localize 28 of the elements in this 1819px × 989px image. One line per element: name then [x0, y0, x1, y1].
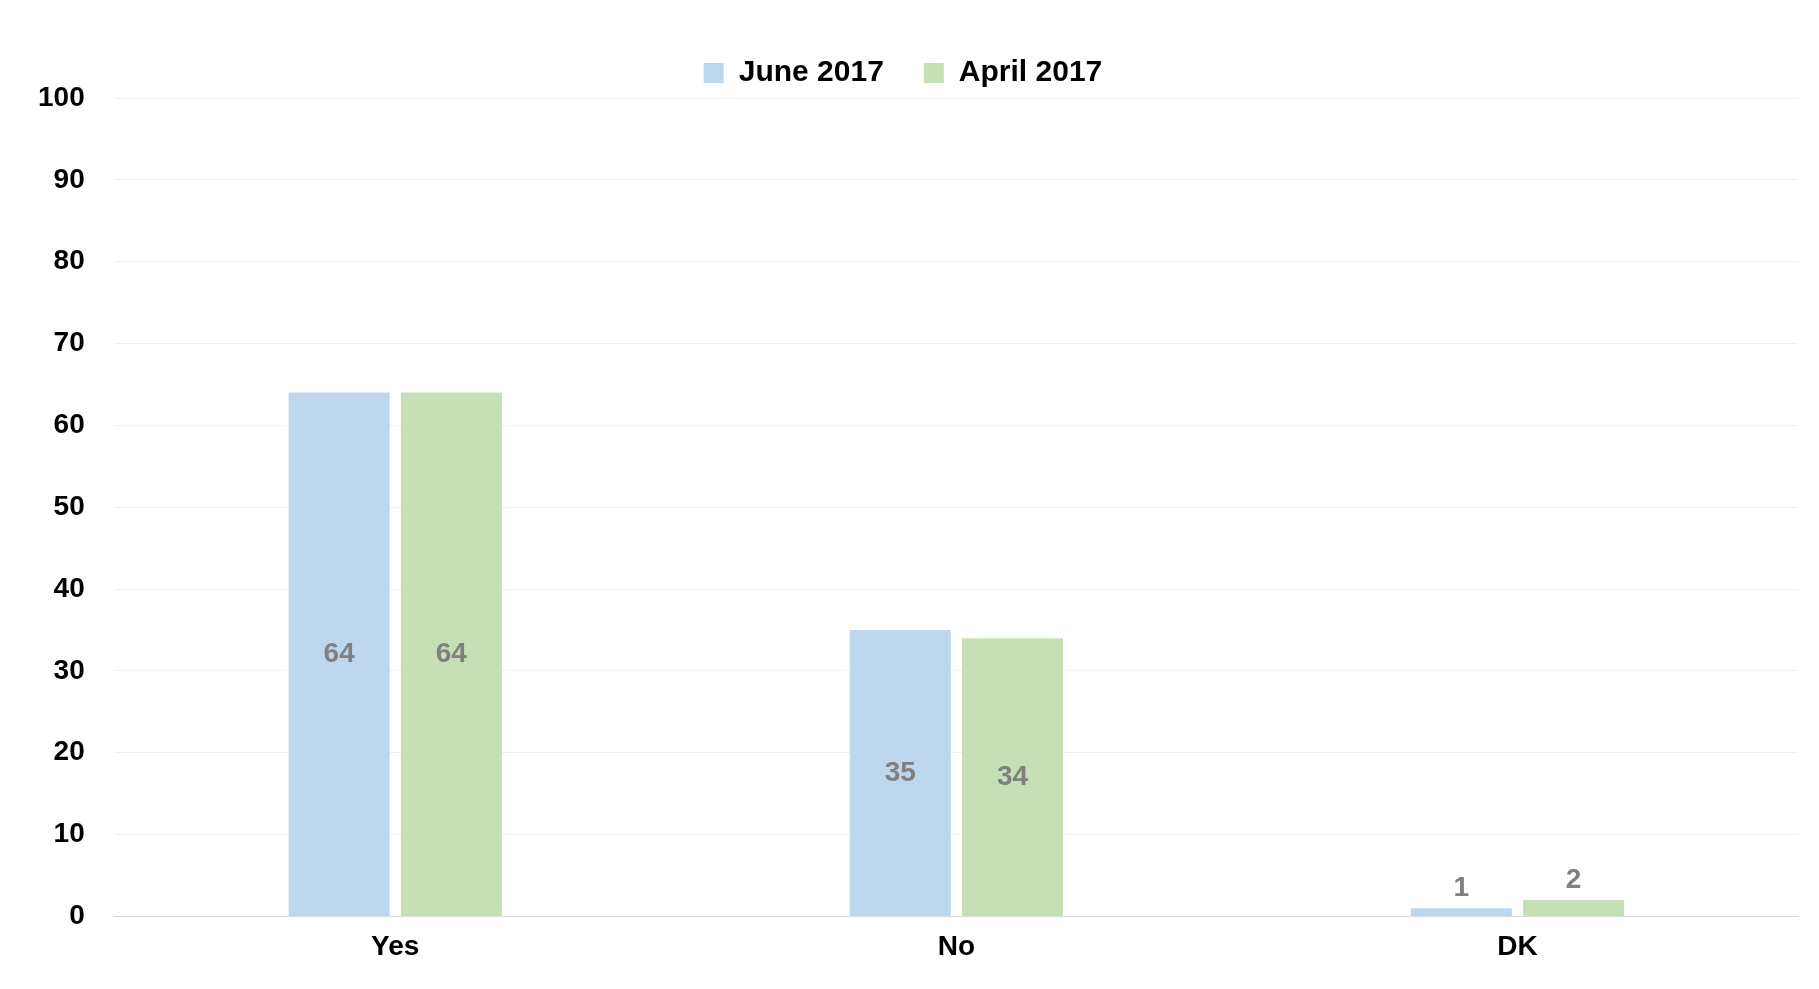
- y-tick-label: 30: [53, 653, 85, 685]
- data-label: 2: [1565, 862, 1582, 894]
- y-tick-label: 90: [53, 162, 85, 194]
- legend-label: April 2017: [958, 54, 1103, 88]
- data-label: 1: [1453, 870, 1470, 902]
- bar: [961, 638, 1063, 916]
- y-tick-label: 0: [69, 899, 85, 931]
- data-label: 35: [884, 755, 916, 787]
- legend-label: June 2017: [738, 54, 884, 88]
- x-tick-label: No: [937, 929, 976, 961]
- bar: [400, 392, 502, 916]
- x-tick-label: DK: [1497, 929, 1538, 961]
- bar: [1523, 900, 1625, 916]
- bar: [849, 629, 951, 916]
- y-tick-label: 40: [53, 571, 85, 603]
- y-tick-label: 20: [53, 735, 85, 767]
- y-tick-label: 100: [38, 80, 85, 112]
- bar: [1410, 908, 1512, 916]
- y-tick-label: 70: [53, 326, 85, 358]
- y-tick-label: 50: [53, 489, 85, 521]
- y-tick-label: 60: [53, 408, 85, 440]
- y-tick-label: 10: [53, 817, 85, 849]
- data-label: 64: [435, 636, 468, 668]
- x-tick-label: Yes: [371, 929, 420, 961]
- data-label: 34: [996, 759, 1029, 791]
- data-label: 64: [323, 636, 356, 668]
- y-tick-label: 80: [53, 244, 85, 276]
- bar: [288, 392, 390, 916]
